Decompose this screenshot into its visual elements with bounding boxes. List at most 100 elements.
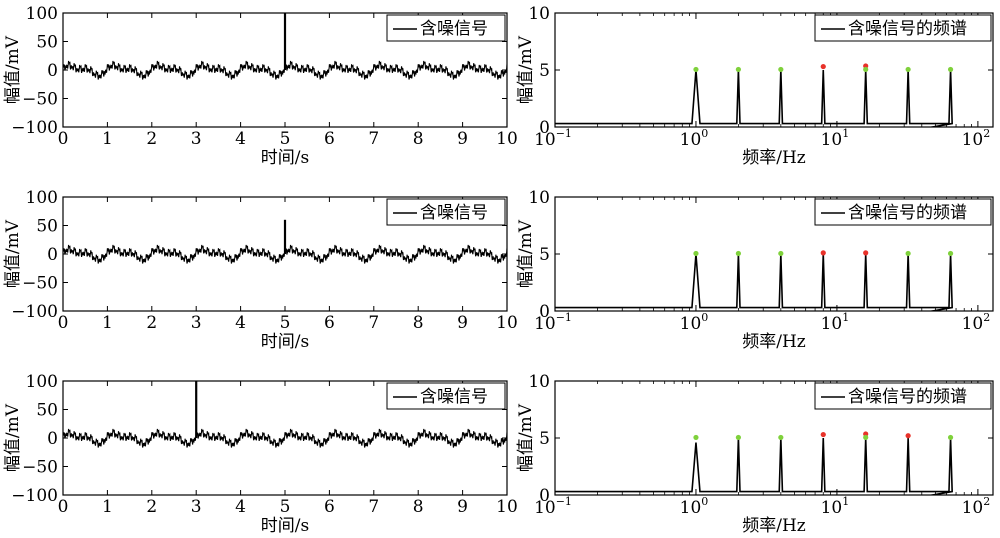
y-tick-label: −100 [11, 486, 58, 506]
y-tick-label: 50 [36, 217, 58, 237]
y-tick-label: 10 [528, 4, 550, 24]
x-tick-label: 3 [191, 313, 202, 333]
x-tick-label: 10 [496, 313, 518, 333]
x-tick-label: 7 [368, 313, 379, 333]
peak-marker [693, 434, 699, 441]
x-tick-label: 102 [962, 311, 991, 334]
x-tick-label: 3 [191, 497, 202, 517]
x-tick-label: 9 [457, 129, 468, 149]
legend-box [386, 198, 506, 226]
x-tick-label: 4 [235, 129, 246, 149]
x-tick-label: 100 [680, 311, 709, 334]
y-axis-label: 幅值/mV [516, 219, 536, 288]
peak-marker [905, 250, 911, 257]
legend-box [386, 14, 506, 42]
x-tick-label: 101 [821, 495, 850, 518]
peak-marker [947, 66, 954, 73]
x-axis-label: 频率/Hz [742, 332, 806, 352]
x-tick-label: 1 [102, 313, 113, 333]
x-tick-label: 8 [413, 497, 424, 517]
signal-line [63, 428, 507, 448]
x-tick-label: 0 [58, 313, 69, 333]
peak-marker [947, 250, 954, 257]
x-tick-label: 7 [368, 129, 379, 149]
legend-box [814, 382, 992, 410]
spectrum-line [555, 69, 993, 127]
x-tick-label: 1 [102, 129, 113, 149]
peak-marker [693, 66, 699, 73]
peak-marker [905, 433, 911, 439]
x-tick-label: 0 [58, 129, 69, 149]
x-tick-label: 9 [457, 497, 468, 517]
y-axis-label: 幅值/mV [3, 219, 23, 288]
peak-marker [693, 250, 699, 257]
peak-marker [778, 250, 784, 257]
y-tick-label: 10 [528, 188, 550, 208]
y-tick-label: 100 [26, 4, 58, 24]
peak-marker [778, 66, 784, 73]
x-tick-label: 7 [368, 497, 379, 517]
y-tick-label: 5 [539, 61, 550, 81]
y-tick-label: 10 [528, 372, 550, 392]
x-axis-label: 时间/s [261, 148, 309, 168]
peak-marker [905, 66, 911, 73]
peak-marker [735, 434, 741, 441]
legend-label: 含噪信号的频谱 [848, 387, 967, 407]
x-tick-label: 4 [235, 313, 246, 333]
x-tick-label: 8 [413, 313, 424, 333]
x-tick-label: 102 [962, 127, 991, 150]
x-tick-label: 4 [235, 497, 246, 517]
y-tick-label: 100 [26, 372, 58, 392]
x-tick-label: 5 [280, 129, 291, 149]
y-tick-label: 0 [539, 486, 550, 506]
peak-marker [820, 250, 826, 256]
x-tick-label: 10 [496, 129, 518, 149]
x-tick-label: 6 [324, 313, 335, 333]
y-tick-label: 50 [36, 33, 58, 53]
x-tick-label: 2 [146, 313, 157, 333]
x-tick-label: 101 [821, 311, 850, 334]
spectrum-line [555, 437, 993, 495]
x-tick-label: 9 [457, 313, 468, 333]
x-tick-label: 101 [821, 127, 850, 150]
peak-marker [820, 431, 826, 438]
legend-box [814, 14, 992, 42]
y-tick-label: −50 [22, 274, 58, 294]
legend-label: 含噪信号 [420, 19, 488, 39]
x-tick-label: 8 [413, 129, 424, 149]
legend-label: 含噪信号的频谱 [848, 19, 967, 39]
x-tick-label: 1 [102, 497, 113, 517]
x-tick-label: 0 [58, 497, 69, 517]
y-axis-label: 幅值/mV [516, 403, 536, 472]
legend-box [386, 382, 506, 410]
y-tick-label: 0 [47, 61, 58, 81]
x-axis-label: 时间/s [261, 516, 309, 536]
x-tick-label: 100 [680, 495, 709, 518]
y-tick-label: 5 [539, 429, 550, 449]
x-tick-label: 100 [680, 127, 709, 150]
y-axis-label: 幅值/mV [516, 35, 536, 104]
x-tick-label: 102 [962, 495, 991, 518]
peak-marker [778, 434, 784, 441]
peak-marker [820, 63, 826, 70]
y-axis-label: 幅值/mV [3, 35, 23, 104]
y-tick-label: 5 [539, 245, 550, 265]
legend-label: 含噪信号 [420, 203, 488, 223]
x-tick-label: 2 [146, 129, 157, 149]
y-tick-label: −50 [22, 458, 58, 478]
spectrum-line [555, 253, 993, 311]
peak-marker [863, 434, 869, 441]
legend-label: 含噪信号 [420, 387, 488, 407]
y-axis-label: 幅值/mV [3, 403, 23, 472]
x-tick-label: 10 [496, 497, 518, 517]
legend-label: 含噪信号的频谱 [848, 203, 967, 223]
x-tick-label: 5 [280, 313, 291, 333]
peak-marker [947, 434, 954, 441]
